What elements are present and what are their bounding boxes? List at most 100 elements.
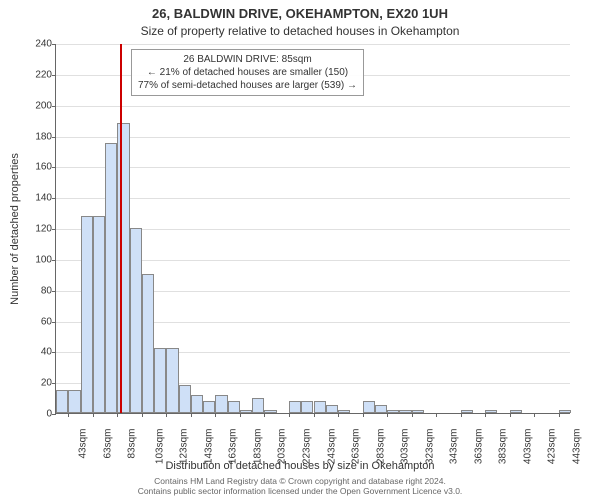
ytick-label: 140 (35, 193, 52, 204)
ytick-mark (52, 75, 56, 76)
xtick-mark (461, 413, 462, 417)
xtick-label: 183sqm (252, 429, 263, 465)
histogram-bar (412, 410, 424, 413)
histogram-bar (105, 143, 117, 413)
xtick-label: 163sqm (228, 429, 239, 465)
grid-line (56, 106, 570, 107)
grid-line (56, 167, 570, 168)
ytick-label: 80 (41, 285, 52, 296)
xtick-label: 323sqm (424, 429, 435, 465)
histogram-bar (338, 410, 350, 413)
xtick-mark (117, 413, 118, 417)
histogram-bar (228, 401, 240, 413)
ytick-label: 240 (35, 39, 52, 50)
xtick-label: 243sqm (326, 429, 337, 465)
histogram-bar (375, 405, 387, 413)
xtick-mark (215, 413, 216, 417)
xtick-label: 223sqm (301, 429, 312, 465)
xtick-mark (436, 413, 437, 417)
histogram-bar (142, 274, 154, 413)
ytick-mark (52, 198, 56, 199)
histogram-bar (215, 395, 227, 414)
xtick-label: 443sqm (571, 429, 582, 465)
xtick-mark (338, 413, 339, 417)
ytick-mark (52, 383, 56, 384)
ytick-label: 0 (46, 409, 52, 420)
xtick-mark (166, 413, 167, 417)
histogram-bar (314, 401, 326, 413)
xtick-mark (314, 413, 315, 417)
xtick-mark (264, 413, 265, 417)
ytick-label: 40 (41, 347, 52, 358)
xtick-mark (510, 413, 511, 417)
histogram-bar (56, 390, 68, 413)
histogram-bar (264, 410, 276, 413)
annotation-line-1: 26 BALDWIN DRIVE: 85sqm (138, 53, 357, 66)
xtick-mark (289, 413, 290, 417)
xtick-label: 423sqm (546, 429, 557, 465)
histogram-bar (559, 410, 571, 413)
xtick-mark (191, 413, 192, 417)
xtick-mark (240, 413, 241, 417)
chart-subtitle: Size of property relative to detached ho… (0, 24, 600, 38)
annotation-line-2: ← 21% of detached houses are smaller (15… (138, 66, 357, 79)
xtick-mark (387, 413, 388, 417)
histogram-bar (68, 390, 80, 413)
ytick-mark (52, 106, 56, 107)
histogram-bar (154, 348, 166, 413)
footer-line-2: Contains public sector information licen… (0, 486, 600, 496)
xtick-label: 303sqm (399, 429, 410, 465)
xtick-label: 203sqm (277, 429, 288, 465)
chart-title: 26, BALDWIN DRIVE, OKEHAMPTON, EX20 1UH (0, 6, 600, 21)
histogram-bar (179, 385, 191, 413)
histogram-bar (461, 410, 473, 413)
xtick-label: 123sqm (179, 429, 190, 465)
xtick-label: 403sqm (522, 429, 533, 465)
histogram-bar (485, 410, 497, 413)
xtick-label: 63sqm (102, 429, 113, 459)
ytick-mark (52, 291, 56, 292)
ytick-label: 220 (35, 69, 52, 80)
ytick-mark (52, 322, 56, 323)
histogram-bar (289, 401, 301, 413)
x-axis-label: Distribution of detached houses by size … (0, 460, 600, 472)
histogram-bar (191, 395, 203, 414)
ytick-mark (52, 414, 56, 415)
histogram-bar (510, 410, 522, 413)
ytick-mark (52, 44, 56, 45)
histogram-bar (81, 216, 93, 413)
xtick-label: 283sqm (375, 429, 386, 465)
ytick-label: 120 (35, 224, 52, 235)
ytick-label: 180 (35, 131, 52, 142)
ytick-mark (52, 260, 56, 261)
annotation-line-3: 77% of semi-detached houses are larger (… (138, 79, 357, 92)
ytick-label: 20 (41, 378, 52, 389)
ytick-mark (52, 137, 56, 138)
histogram-bar (240, 410, 252, 413)
xtick-mark (363, 413, 364, 417)
ytick-label: 60 (41, 316, 52, 327)
xtick-mark (559, 413, 560, 417)
xtick-label: 343sqm (448, 429, 459, 465)
xtick-label: 363sqm (473, 429, 484, 465)
histogram-bar (363, 401, 375, 413)
xtick-mark (68, 413, 69, 417)
histogram-bar (399, 410, 411, 413)
histogram-bar (166, 348, 178, 413)
grid-line (56, 44, 570, 45)
ytick-label: 160 (35, 162, 52, 173)
xtick-mark (93, 413, 94, 417)
xtick-label: 103sqm (154, 429, 165, 465)
xtick-mark (142, 413, 143, 417)
histogram-bar (130, 228, 142, 413)
histogram-bar (301, 401, 313, 413)
ytick-label: 100 (35, 254, 52, 265)
ytick-mark (52, 352, 56, 353)
annotation-box: 26 BALDWIN DRIVE: 85sqm← 21% of detached… (131, 49, 364, 96)
y-axis-label: Number of detached properties (8, 44, 22, 414)
xtick-label: 383sqm (497, 429, 508, 465)
histogram-bar (252, 398, 264, 413)
y-axis-label-text: Number of detached properties (9, 153, 21, 305)
histogram-bar (326, 405, 338, 413)
histogram-bar (387, 410, 399, 413)
